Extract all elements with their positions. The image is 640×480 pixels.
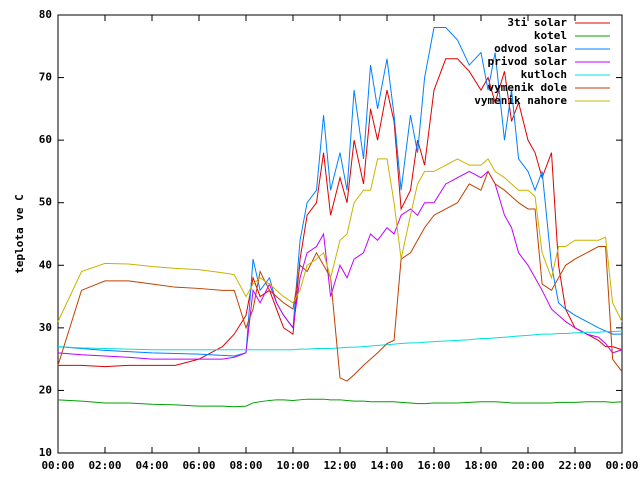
legend-label: kotel <box>534 29 567 42</box>
x-tick-label: 20:00 <box>511 459 544 472</box>
legend-label: 3ti solar <box>507 16 567 29</box>
y-tick-label: 50 <box>39 196 52 209</box>
y-tick-label: 40 <box>39 258 52 271</box>
x-tick-label: 22:00 <box>558 459 591 472</box>
y-tick-label: 80 <box>39 8 52 21</box>
x-tick-label: 00:00 <box>605 459 638 472</box>
y-tick-label: 60 <box>39 133 52 146</box>
x-tick-label: 10:00 <box>276 459 309 472</box>
x-tick-label: 12:00 <box>323 459 356 472</box>
legend-label: vymenik nahore <box>474 94 567 107</box>
y-axis-label: teplota ve C <box>13 194 26 273</box>
x-tick-label: 00:00 <box>41 459 74 472</box>
y-tick-label: 70 <box>39 71 52 84</box>
series-line <box>58 58 623 368</box>
legend-label: kutloch <box>521 68 567 81</box>
x-tick-label: 08:00 <box>229 459 262 472</box>
x-tick-label: 18:00 <box>464 459 497 472</box>
x-tick-label: 14:00 <box>370 459 403 472</box>
y-tick-label: 30 <box>39 321 52 334</box>
series-line <box>57 170 623 382</box>
series-line <box>57 158 623 322</box>
x-tick-label: 06:00 <box>182 459 215 472</box>
legend-label: privod solar <box>488 55 568 68</box>
legend-label: odvod solar <box>494 42 567 55</box>
series-line <box>57 170 623 360</box>
x-tick-label: 02:00 <box>88 459 121 472</box>
series-line <box>57 398 623 408</box>
y-tick-label: 10 <box>39 446 52 459</box>
y-tick-label: 20 <box>39 383 52 396</box>
x-tick-label: 04:00 <box>135 459 168 472</box>
legend-label: vymenik dole <box>488 81 568 94</box>
x-tick-label: 16:00 <box>417 459 450 472</box>
series-line <box>57 330 623 351</box>
